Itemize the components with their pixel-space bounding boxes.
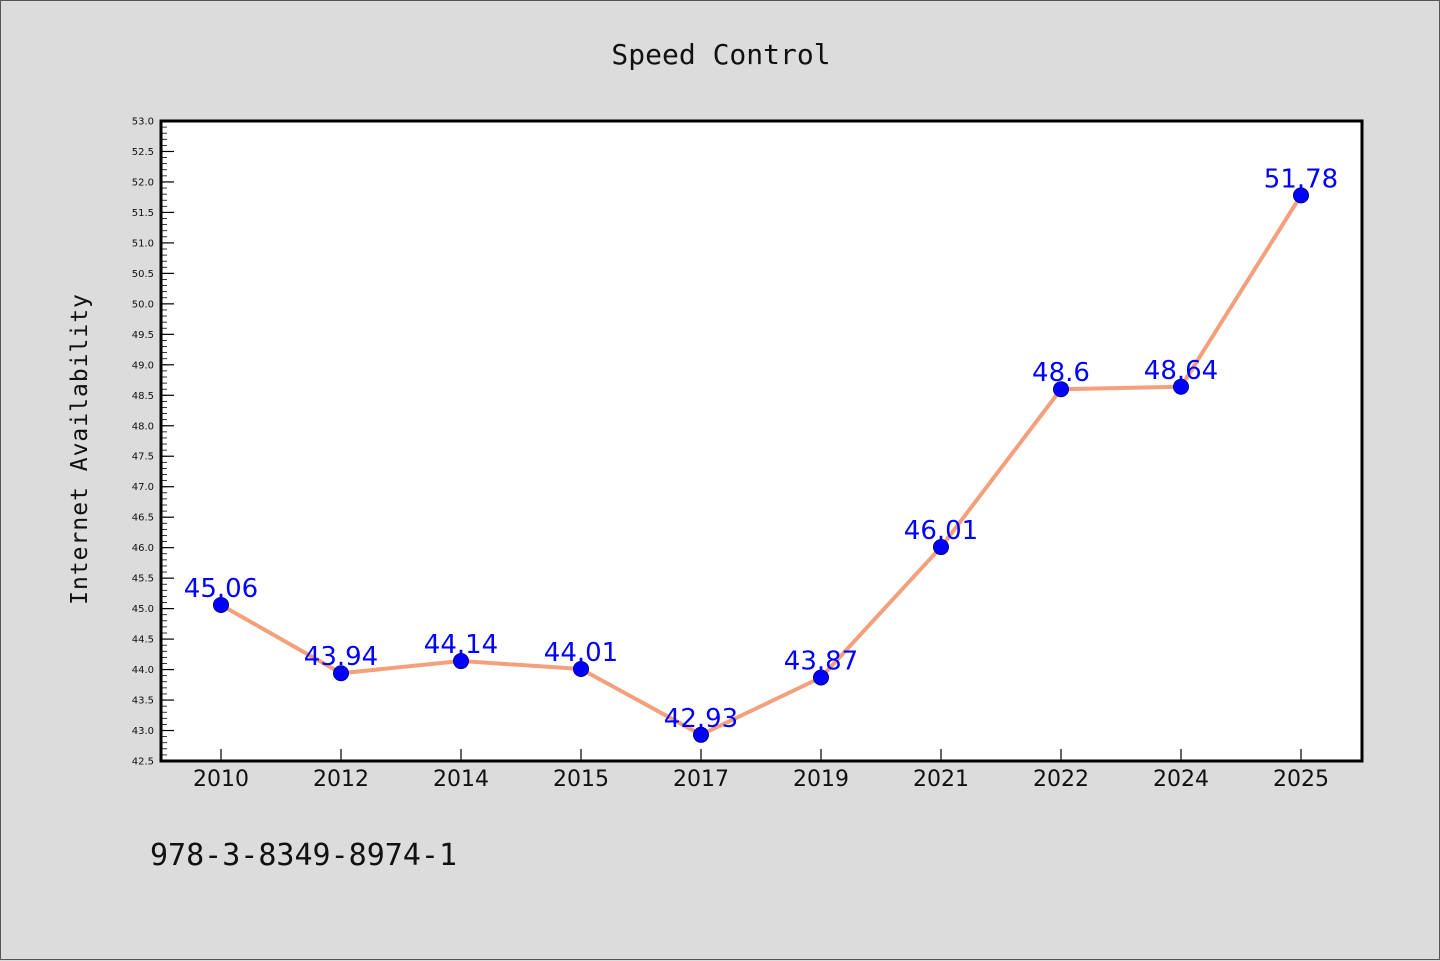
data-label: 51.78 [1264,164,1338,194]
y-tick-label: 51.0 [132,238,154,249]
x-tick-label: 2024 [1153,767,1209,792]
data-label: 43.87 [784,646,858,676]
y-tick-label: 49.5 [132,330,154,341]
y-tick-label: 46.5 [132,513,154,524]
x-tick-label: 2019 [793,767,849,792]
y-tick-label: 48.5 [132,391,154,402]
x-tick-label: 2017 [673,767,729,792]
y-tick-label: 44.0 [132,665,154,676]
y-tick-label: 52.0 [132,177,154,188]
y-tick-label: 43.0 [132,726,154,737]
y-tick-label: 48.0 [132,421,154,432]
data-point [1053,381,1069,398]
x-tick-label: 2014 [433,767,489,792]
data-label: 45.06 [184,574,258,604]
x-tick-label: 2025 [1273,767,1329,792]
data-label: 44.14 [424,630,498,660]
y-tick-label: 53.0 [132,117,154,128]
data-label: 43.94 [304,642,378,672]
plot-area [161,121,1362,761]
data-label: 48.64 [1144,356,1218,386]
data-point [813,669,829,686]
data-point [693,726,709,743]
y-tick-label: 44.5 [132,635,154,646]
data-point [333,665,349,682]
data-label: 46.01 [904,516,978,546]
x-tick-label: 2015 [553,767,609,792]
data-label: 48.6 [1032,358,1090,388]
x-axis: 2010 2012 2014 2015 2017 2019 2021 2022 2024 2025 [193,749,1329,792]
data-label: 44.01 [544,638,618,668]
y-tick-label: 50.5 [132,269,154,280]
x-tick-label: 2022 [1033,767,1089,792]
y-tick-label: 46.0 [132,543,154,554]
y-tick-label: 42.5 [132,757,154,768]
y-tick-label: 51.5 [132,208,154,219]
x-tick-label: 2012 [313,767,369,792]
y-tick-label: 52.5 [132,147,154,158]
series-layer [213,187,1309,743]
series-line [219,193,1303,737]
y-tick-label: 49.0 [132,360,154,371]
data-point [573,660,589,677]
y-tick-label: 45.5 [132,574,154,585]
footnote-isbn: 978-3-8349-8974-1 [150,838,457,873]
y-tick-label: 45.0 [132,604,154,615]
chart-title: Speed Control [611,38,830,71]
data-point [1173,378,1189,395]
plot-frame [159,119,1364,763]
data-point [453,653,469,670]
x-tick-label: 2010 [193,767,249,792]
x-tick-label: 2021 [913,767,969,792]
y-tick-label: 47.5 [132,452,154,463]
data-point [933,539,949,556]
y-tick-label: 50.0 [132,299,154,310]
y-axis-label: Internet Availability [67,293,93,605]
data-label: 42.93 [664,704,738,734]
y-tick-label: 47.0 [132,482,154,493]
data-point [1293,187,1309,204]
data-point [213,596,229,613]
y-tick-label: 43.5 [132,696,154,707]
